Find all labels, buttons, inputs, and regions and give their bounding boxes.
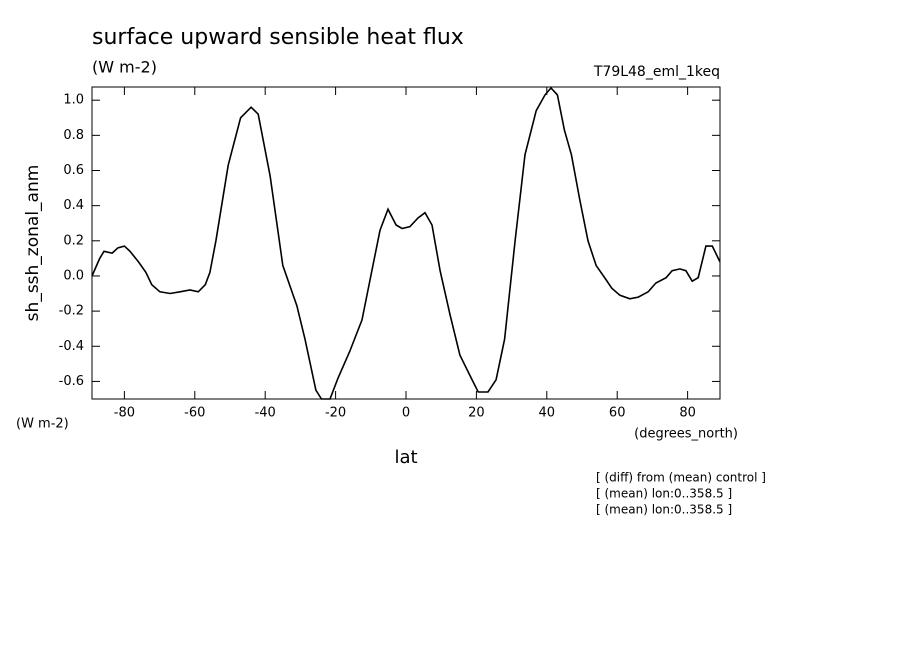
- x-tick-label: -40: [255, 406, 276, 421]
- x-tick-label: 80: [679, 406, 696, 421]
- subtitle: (W m-2): [92, 58, 157, 77]
- y-tick-label: -0.2: [59, 304, 84, 319]
- x-tick-label: 0: [402, 406, 410, 421]
- x-tick-label: -80: [114, 406, 135, 421]
- x-tick-label: 20: [468, 406, 485, 421]
- note: [ (diff) from (mean) control ]: [596, 471, 766, 485]
- y-tick-label: 0.6: [63, 163, 84, 178]
- y-tick-label: 0.4: [63, 198, 84, 213]
- y-units: (W m-2): [16, 417, 69, 432]
- y-tick-label: 0.0: [63, 268, 84, 283]
- x-tick-label: -60: [184, 406, 205, 421]
- y-tick-label: -0.6: [59, 374, 84, 389]
- line: [91, 86, 721, 400]
- x-tick-label: 40: [539, 406, 556, 421]
- y-tick-label: 0.2: [63, 233, 84, 248]
- chart-title: surface upward sensible heat flux: [92, 25, 464, 50]
- x-tick-label: -20: [325, 406, 346, 421]
- plot-frame: [91, 86, 721, 400]
- y-tick-label: 0.8: [63, 128, 84, 143]
- x-tick-label: 60: [609, 406, 626, 421]
- y-tick-label: 1.0: [63, 93, 84, 108]
- note: [ (mean) lon:0..358.5 ]: [596, 503, 732, 517]
- y-tick-label: -0.4: [59, 339, 84, 354]
- note: [ (mean) lon:0..358.5 ]: [596, 487, 732, 501]
- dataset-label: T79L48_eml_1keq: [593, 64, 720, 80]
- x-units: (degrees_north): [634, 427, 738, 442]
- x-axis-label: lat: [394, 447, 417, 468]
- y-axis-label: sh_ssh_zonal_anm: [23, 165, 43, 322]
